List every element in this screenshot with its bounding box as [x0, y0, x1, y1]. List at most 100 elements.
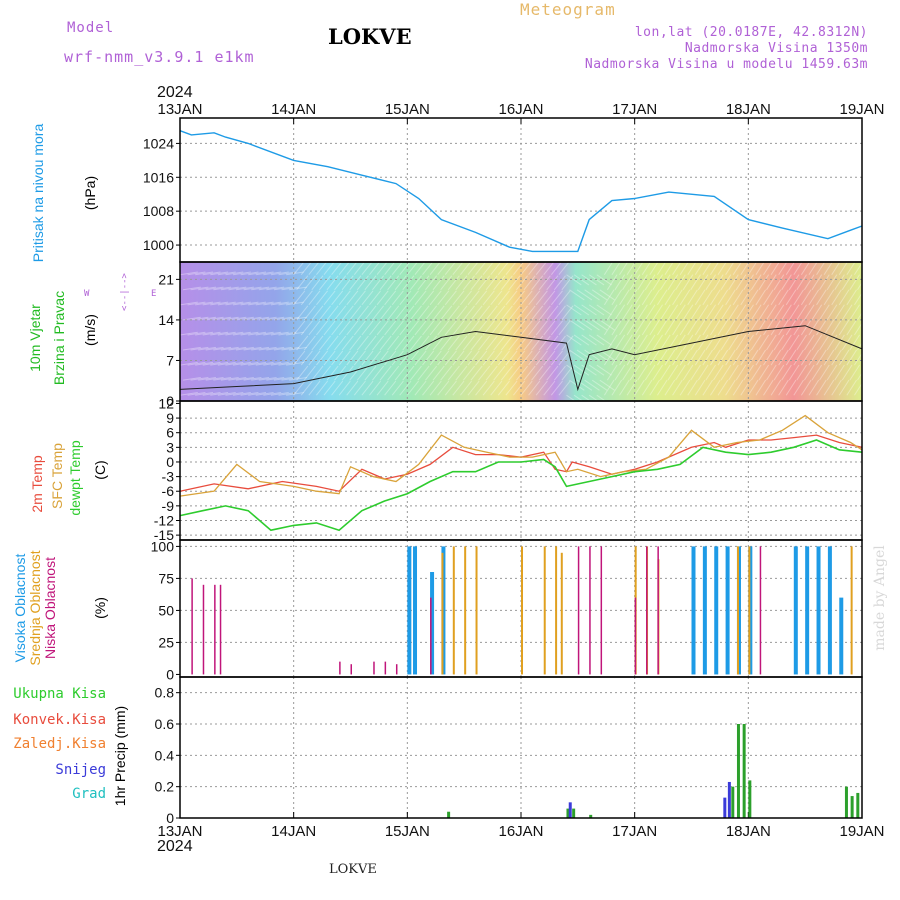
wind-barb — [346, 320, 359, 336]
wind-barb — [644, 334, 656, 351]
wind-barb — [475, 350, 488, 366]
wind-barb — [785, 349, 797, 366]
wind-barb — [773, 364, 785, 381]
wind-barb — [543, 380, 556, 396]
wind-barb — [444, 290, 457, 306]
wind-barb — [217, 301, 236, 306]
precip-panel-frame — [179, 676, 863, 819]
wind-barb — [599, 289, 615, 301]
wind-barb — [205, 316, 224, 321]
wind-barb — [619, 319, 630, 336]
cloud-title-1: Visoka Oblacnost — [12, 553, 28, 663]
wind-barb — [429, 290, 442, 306]
wind-barb — [475, 290, 488, 306]
wind-barb — [353, 320, 366, 336]
wind-barb — [528, 380, 541, 396]
wind-barb — [819, 334, 830, 351]
wind-barb — [596, 274, 612, 286]
wind-barb — [500, 305, 513, 321]
cloud-bar — [657, 546, 659, 675]
wind-barb — [353, 350, 366, 366]
wind-barb — [255, 361, 274, 366]
wind-barb — [248, 271, 267, 276]
wind-barb — [606, 334, 618, 351]
wind-barb — [538, 335, 551, 351]
wind-barb — [811, 364, 823, 381]
wind-barb — [523, 275, 536, 291]
wind-barb — [391, 380, 404, 396]
wind-barb — [596, 364, 612, 376]
wind-barb — [220, 286, 239, 291]
wind-barb — [323, 290, 336, 306]
model-label: Model — [67, 20, 115, 36]
wind-barb — [803, 274, 815, 291]
wind-barb — [558, 260, 571, 276]
wind-barb — [349, 335, 362, 351]
wind-barb — [735, 364, 747, 381]
cloud-bar — [714, 546, 719, 675]
wind-barb — [273, 346, 292, 351]
wind-barb — [823, 379, 835, 396]
wind-barb — [323, 320, 336, 336]
wind-barb — [266, 286, 285, 291]
wind-barb — [747, 289, 759, 306]
wind-barb — [210, 271, 229, 276]
cloud-y-tick-label: 0 — [166, 666, 174, 682]
wind-barb — [717, 349, 729, 366]
x-tick-label-bottom: 14JAN — [271, 823, 316, 840]
wind-barb — [232, 331, 251, 336]
wind-barb — [263, 392, 282, 396]
wind-barb — [581, 274, 597, 286]
wind-barb — [462, 365, 475, 381]
wind-barb — [179, 331, 198, 336]
wind-barb — [508, 275, 521, 291]
wind-barb — [649, 349, 660, 366]
wind-barb — [672, 349, 683, 366]
precip-bar — [731, 786, 735, 818]
wind-barb — [823, 319, 835, 336]
cloud-bar — [452, 546, 455, 675]
wind-barb — [793, 289, 804, 306]
wind-barb — [770, 349, 782, 366]
wind-barb — [493, 275, 506, 291]
wind-barb — [490, 260, 503, 276]
temperature-y-tick-label: -3 — [162, 469, 175, 485]
wind-barb — [286, 301, 304, 306]
wind-barb — [452, 290, 465, 306]
wind-barb — [341, 365, 354, 381]
cloud-bar — [850, 546, 853, 675]
cloud-bar — [725, 546, 730, 675]
wind-barb — [841, 304, 853, 321]
cloud-bar — [555, 546, 558, 675]
wind-barb — [796, 304, 807, 321]
wind-barb — [255, 301, 274, 306]
precip-y-tick-label: 0.2 — [155, 779, 175, 795]
wind-barb — [778, 349, 789, 366]
temp-title-1: 2m Temp — [29, 455, 45, 513]
compass-mid: <--|--> — [120, 273, 130, 311]
wind-barb — [535, 380, 548, 396]
wind-barb — [505, 320, 518, 336]
wind-barb — [228, 286, 247, 291]
cloud-bar — [350, 664, 352, 675]
wind-barb — [611, 379, 623, 396]
precip-bar — [850, 796, 854, 818]
wind-barb — [255, 392, 274, 396]
x-tick-label-bottom: 15JAN — [385, 823, 430, 840]
wind-barb — [523, 365, 536, 381]
wind-barb — [846, 289, 857, 306]
wind-barb — [558, 320, 571, 336]
cloud-bar — [646, 546, 648, 675]
wind-barb — [485, 275, 498, 291]
wind-barb — [747, 379, 759, 396]
wind-barb — [379, 335, 392, 351]
wind-barb — [846, 379, 857, 396]
wind-barb — [248, 301, 267, 306]
wind-barb — [720, 274, 732, 291]
precip-bar — [748, 780, 752, 818]
wind-barb — [550, 380, 563, 396]
temperature-series-line — [179, 434, 863, 492]
wind-barb — [811, 304, 823, 321]
wind-barb — [728, 274, 739, 291]
wind-barb — [429, 380, 442, 396]
